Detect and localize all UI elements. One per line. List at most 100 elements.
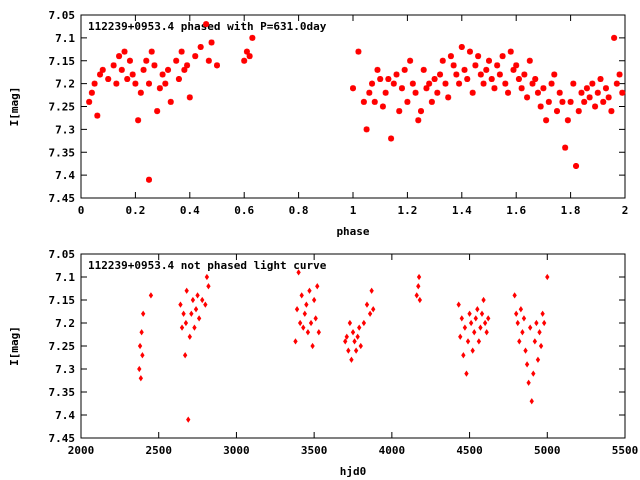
data-point	[537, 329, 542, 336]
data-point	[470, 347, 475, 354]
data-point	[450, 62, 457, 69]
data-point	[477, 71, 484, 78]
data-point	[186, 94, 193, 101]
data-point	[534, 89, 541, 96]
data-point	[151, 62, 158, 69]
data-point	[564, 117, 571, 124]
data-point	[293, 338, 298, 345]
data-point	[178, 301, 183, 308]
y-tick-label: 7.2	[55, 317, 75, 330]
data-point	[540, 310, 545, 317]
y-tick-label: 7.1	[55, 271, 75, 284]
data-point	[520, 329, 525, 336]
data-point	[187, 333, 192, 340]
data-point	[524, 94, 531, 101]
x-tick-label: 1.8	[561, 204, 581, 217]
data-point	[159, 71, 166, 78]
data-point	[195, 292, 200, 299]
data-point	[140, 66, 147, 73]
data-point	[404, 98, 411, 105]
data-point	[521, 315, 527, 322]
data-point	[475, 306, 480, 313]
data-point	[116, 53, 123, 60]
data-point	[398, 85, 405, 92]
y-axis-label: I[mag]	[8, 326, 21, 366]
y-tick-label: 7.4	[55, 169, 75, 182]
data-point	[203, 301, 208, 308]
data-point	[412, 89, 419, 96]
data-point	[473, 315, 478, 322]
data-point	[129, 71, 136, 78]
data-point	[575, 108, 582, 115]
data-point	[529, 398, 534, 405]
data-point	[350, 85, 356, 92]
data-point	[307, 287, 312, 294]
data-point	[469, 89, 476, 96]
data-point	[94, 112, 101, 119]
data-point	[396, 108, 403, 115]
data-point	[379, 103, 386, 110]
data-point	[193, 306, 199, 313]
x-tick-label: 5500	[612, 444, 639, 457]
x-tick-label: 0.4	[180, 204, 200, 217]
data-point	[137, 342, 143, 350]
data-point	[484, 329, 489, 336]
data-point	[605, 94, 612, 101]
y-tick-label: 7.25	[49, 101, 76, 114]
data-point	[583, 85, 590, 92]
y-tick-label: 7.2	[55, 78, 75, 91]
data-point	[567, 98, 574, 105]
data-point	[532, 76, 539, 83]
data-point	[545, 98, 552, 105]
data-point	[453, 71, 460, 78]
data-point	[523, 347, 528, 354]
data-point	[442, 80, 449, 87]
data-point	[363, 126, 370, 133]
data-point	[146, 176, 152, 183]
x-axis-label: hjd0	[340, 465, 367, 478]
data-point	[86, 98, 93, 105]
data-point	[369, 287, 374, 294]
y-tick-label: 7.15	[49, 294, 76, 307]
data-point	[581, 98, 588, 105]
data-point	[499, 53, 506, 60]
data-point	[186, 416, 191, 423]
y-tick-label: 7.1	[55, 32, 75, 45]
y-tick-label: 7.4	[55, 409, 75, 422]
data-point	[393, 71, 400, 78]
data-point	[197, 44, 204, 51]
x-tick-label: 0.2	[125, 204, 145, 217]
data-point	[464, 370, 469, 377]
data-point	[407, 57, 414, 64]
data-point	[126, 57, 133, 64]
data-point	[512, 292, 517, 299]
data-point	[316, 329, 321, 336]
data-point	[377, 76, 384, 83]
y-axis-label: I[mag]	[8, 87, 21, 127]
data-point	[510, 66, 517, 73]
data-point	[146, 80, 152, 87]
data-point	[481, 296, 486, 304]
data-point	[465, 338, 471, 345]
data-point	[518, 306, 524, 313]
data-series	[86, 21, 626, 183]
data-point	[203, 21, 210, 28]
data-point	[428, 98, 435, 105]
data-point	[602, 85, 609, 92]
data-point	[364, 301, 370, 308]
y-tick-label: 7.25	[49, 340, 76, 353]
data-point	[483, 66, 490, 73]
chart-panel-2: 2000 2500 3000 3500 4000 4500 5000 5500 7.05 7.1 7…	[8, 248, 638, 478]
data-point	[346, 347, 351, 354]
data-point	[299, 292, 304, 299]
data-point	[518, 85, 525, 92]
data-point	[141, 310, 146, 317]
data-point	[382, 89, 389, 96]
data-point	[513, 62, 520, 69]
chart-title: 112239+0953.4 not phased light curve	[88, 259, 327, 272]
data-point	[462, 324, 468, 331]
data-point	[371, 306, 376, 313]
x-tick-label: 5000	[534, 444, 561, 457]
x-tick-label: 2000	[68, 444, 95, 457]
